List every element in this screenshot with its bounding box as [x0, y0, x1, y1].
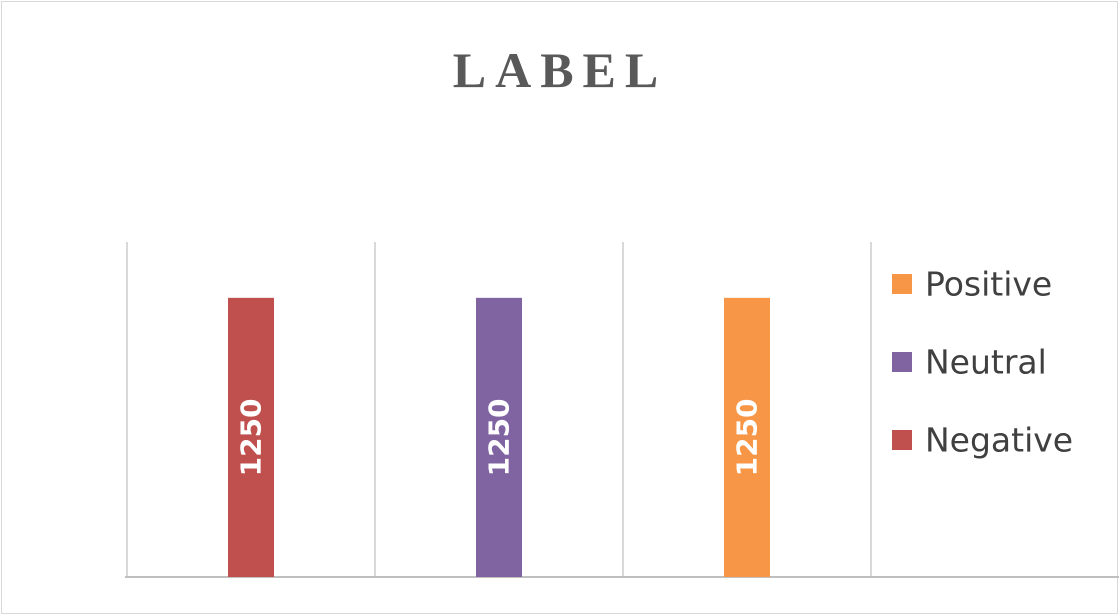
bar-positive	[724, 297, 770, 577]
bar-negative	[228, 297, 274, 577]
legend: Positive Neutral Negative	[892, 265, 1073, 460]
legend-label-negative: Negative	[925, 421, 1073, 460]
grid-lines	[125, 242, 1119, 578]
legend-label-positive: Positive	[925, 265, 1052, 304]
data-label-negative: 1250	[235, 398, 268, 476]
bar-neutral	[476, 297, 522, 577]
data-labels: 1250 1250 1250	[235, 398, 764, 476]
data-label-neutral: 1250	[483, 398, 516, 476]
legend-swatch-neutral	[892, 352, 912, 372]
chart-title: LABEL	[453, 42, 668, 98]
legend-swatch-negative	[892, 430, 912, 450]
legend-swatch-positive	[892, 274, 912, 294]
legend-label-neutral: Neutral	[925, 343, 1047, 382]
bars	[228, 297, 770, 577]
data-label-positive: 1250	[731, 398, 764, 476]
